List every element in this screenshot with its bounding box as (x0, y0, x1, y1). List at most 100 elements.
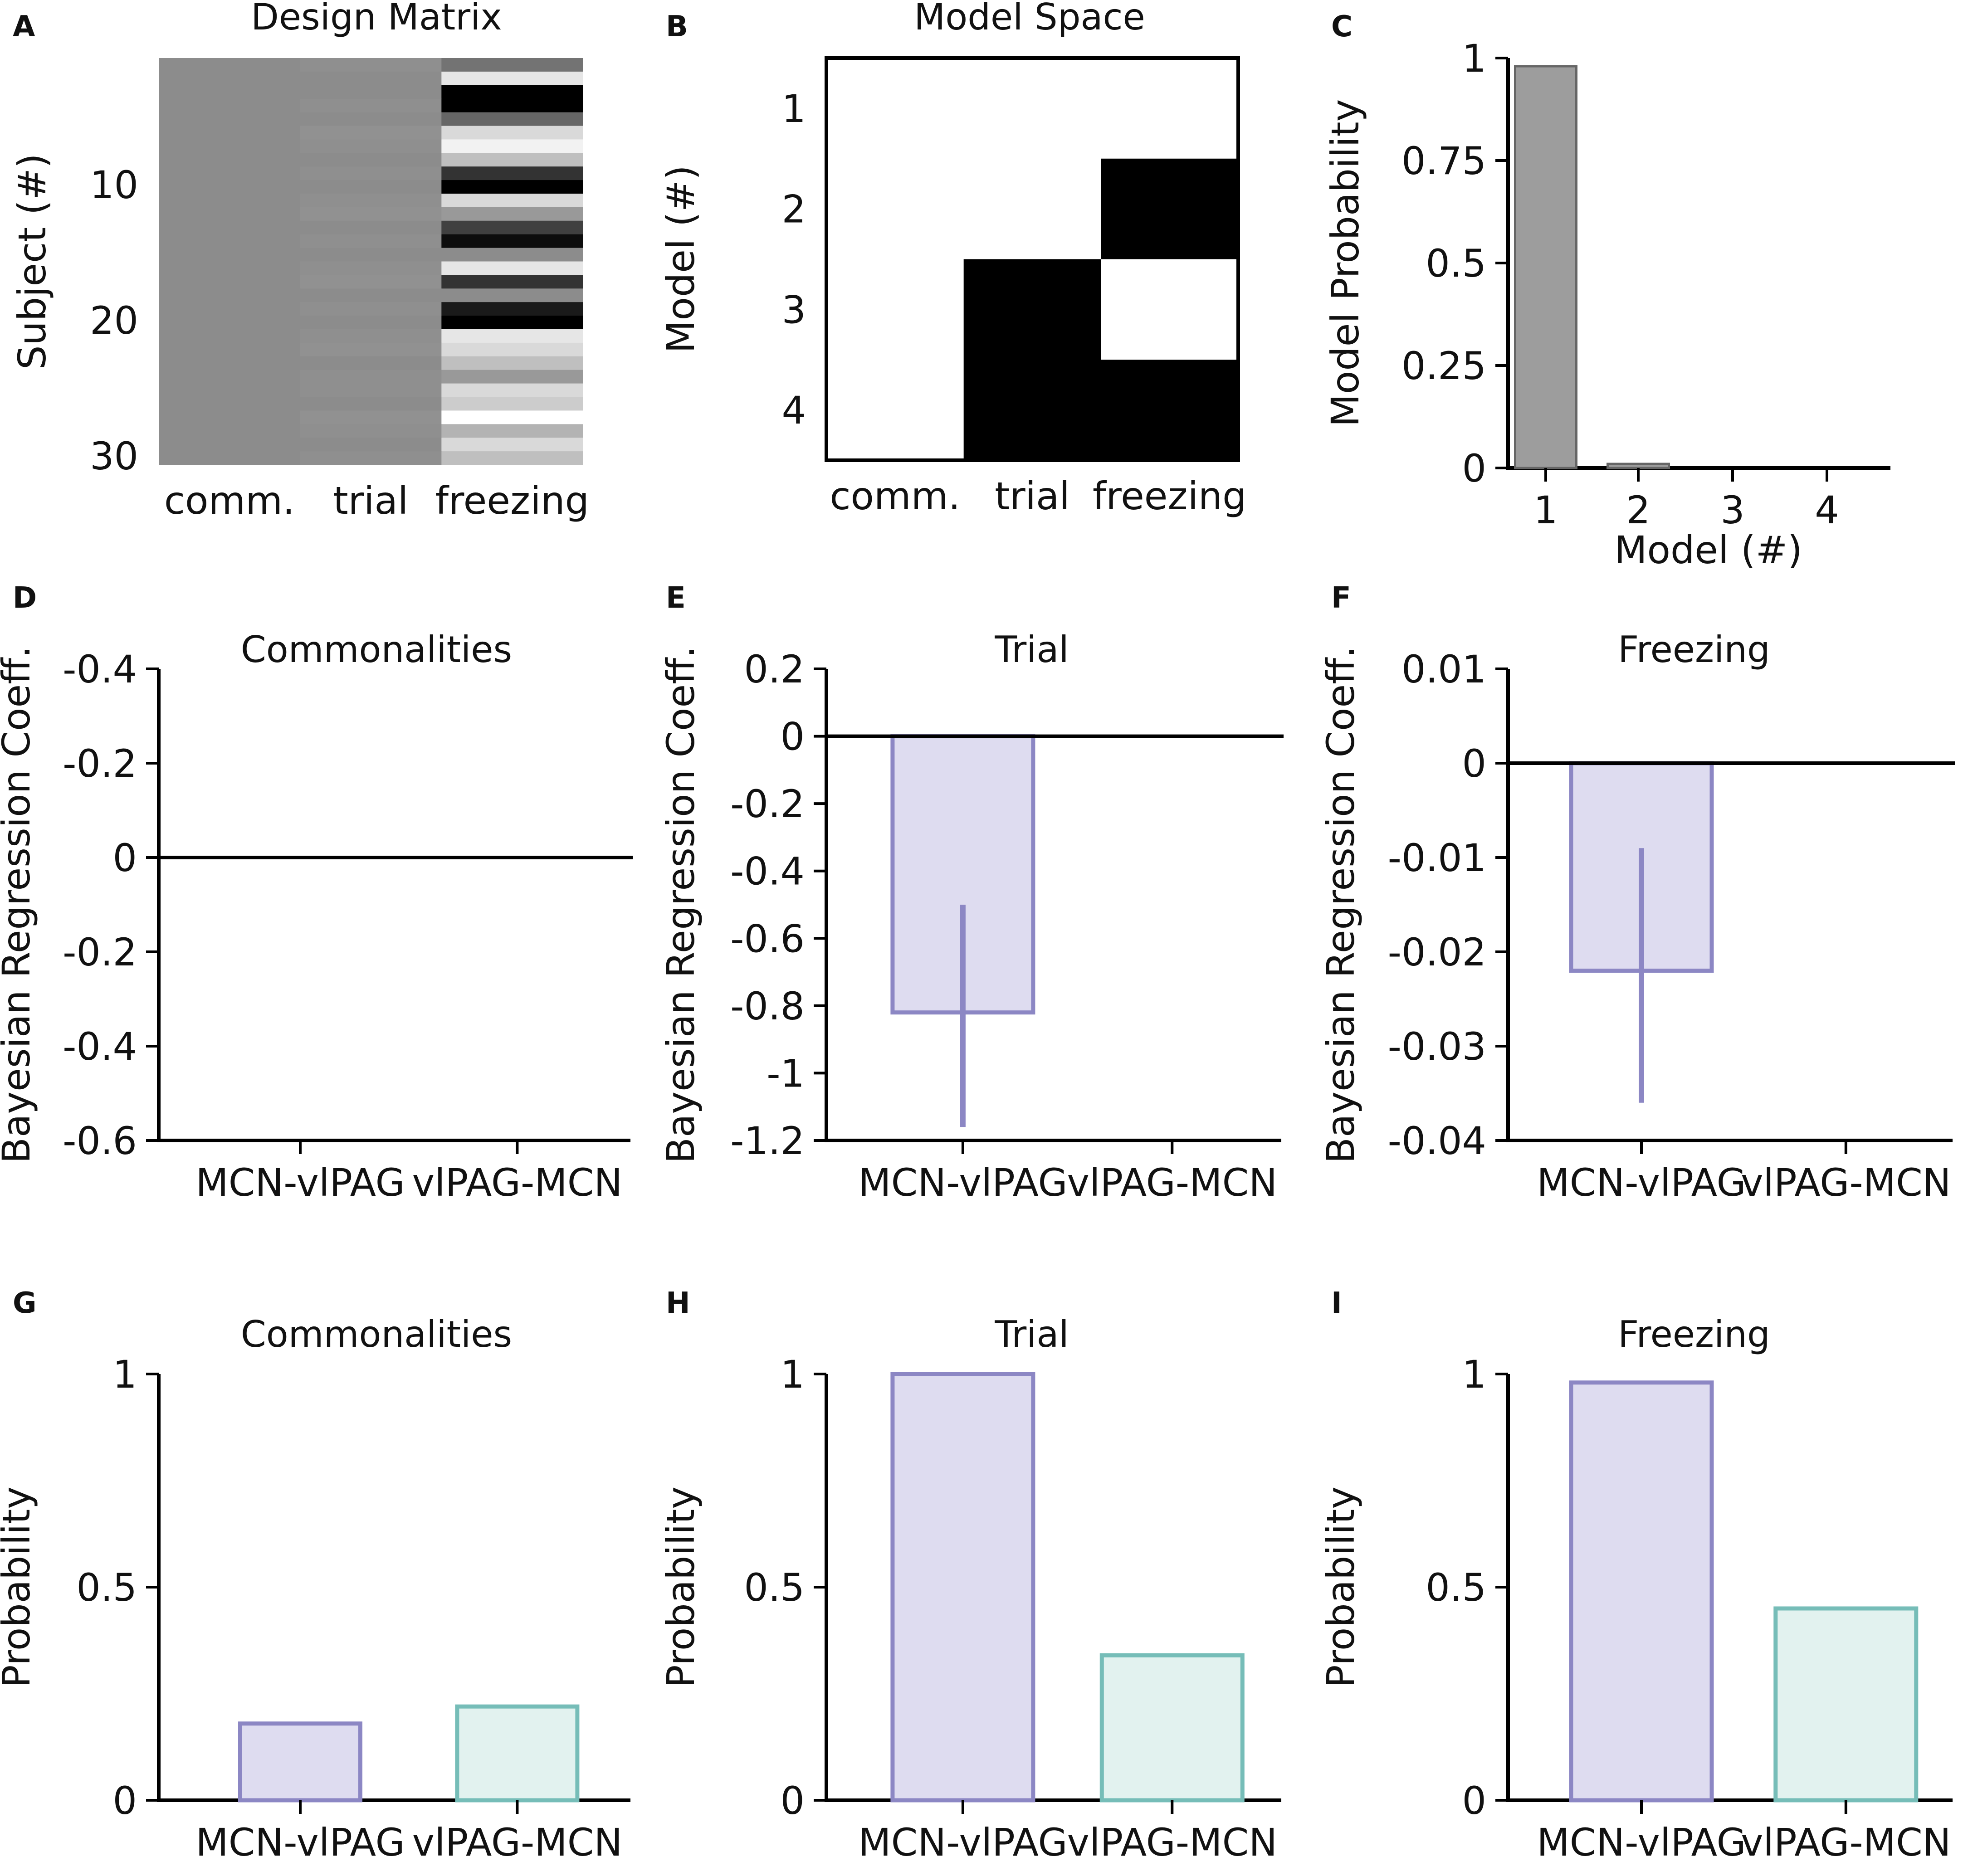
y-tick-label: -0.02 (1388, 930, 1486, 975)
x-tick-label: MCN-vlPAG (858, 1160, 1067, 1205)
heatmap-cell (441, 85, 583, 99)
heatmap-cell (159, 126, 301, 140)
heatmap-cell (300, 424, 442, 438)
bar (238, 1721, 362, 1803)
x-tick-label: MCN-vlPAG (1537, 1820, 1746, 1865)
heatmap-cell (441, 126, 583, 140)
heatmap-cell (441, 180, 583, 194)
heatmap-cell (441, 98, 583, 113)
panel-label: D (13, 581, 37, 615)
y-tick-label: 0.25 (1401, 344, 1486, 388)
heatmap-cell (300, 85, 442, 99)
heatmap-cell (441, 370, 583, 384)
heatmap-cell (159, 288, 301, 302)
heatmap-cell (300, 220, 442, 235)
bar (1773, 1606, 1919, 1803)
heatmap-cell (159, 153, 301, 167)
y-tick-label: -0.2 (730, 782, 805, 826)
y-tick-label: 10 (90, 163, 138, 207)
panel-label: C (1331, 10, 1353, 44)
heatmap-cell (441, 220, 583, 235)
y-tick-label: 0.5 (76, 1565, 137, 1610)
heatmap-cell (159, 451, 301, 465)
heatmap-cells (826, 58, 1239, 461)
heatmap-cell (441, 451, 583, 465)
panel-label: F (1331, 581, 1351, 615)
heatmap-cell (441, 112, 583, 126)
heatmap-cell (159, 139, 301, 153)
heatmap-cell (300, 383, 442, 397)
heatmap-cell (441, 58, 583, 72)
heatmap-cell (300, 234, 442, 249)
heatmap-cell (300, 207, 442, 221)
heatmap-cell (159, 58, 301, 72)
heatmap-cell (441, 302, 583, 316)
heatmap-cell (159, 410, 301, 424)
y-tick-label: 0 (781, 715, 805, 759)
heatmap-cell (441, 166, 583, 180)
heatmap-cell (300, 153, 442, 167)
y-tick-label: 0 (113, 836, 137, 880)
y-tick-label: 0.5 (1426, 1565, 1486, 1610)
x-tick-label: vlPAG-MCN (1067, 1160, 1277, 1205)
heatmap-cell (300, 451, 442, 465)
x-tick-label: comm. (164, 478, 295, 523)
heatmap-cell (300, 180, 442, 194)
heatmap-cell (826, 259, 964, 360)
y-tick-label: -0.6 (63, 1119, 137, 1163)
heatmap-cell (826, 58, 964, 159)
x-axis-label: Model (#) (1614, 528, 1802, 572)
heatmap-cell (159, 85, 301, 99)
y-tick-label: 30 (90, 434, 138, 478)
chart-title: Commonalities (241, 629, 512, 671)
heatmap-cell (300, 356, 442, 370)
heatmap-cell (300, 275, 442, 289)
y-axis-label: Subject (#) (10, 153, 54, 370)
heatmap-cell (159, 370, 301, 384)
heatmap-cell (300, 342, 442, 357)
heatmap-cells (159, 58, 583, 465)
y-tick-label: -0.01 (1388, 836, 1486, 880)
heatmap-cell (159, 424, 301, 438)
heatmap-cell (1101, 259, 1239, 360)
panel-a: A Design Matrix comm. trial freezing 10 20 30 Su… (10, 0, 589, 523)
y-tick-label: -0.8 (730, 984, 805, 1028)
heatmap-cell (159, 234, 301, 249)
y-tick-label: 0.5 (1426, 241, 1486, 286)
heatmap-cell (441, 261, 583, 275)
heatmap-cell (300, 166, 442, 180)
heatmap-cell (300, 302, 442, 316)
panel-d: D -0.4 -0.2 0 -0.2 -0.4 -0.6 MCN-vlPAG vlPAG-MCN… (0, 581, 633, 1205)
heatmap-cell (159, 248, 301, 262)
x-tick-label: vlPAG-MCN (1741, 1820, 1951, 1865)
panel-g: G 0 0.5 1 MCN-vlPAG vlPAG-MCN Commonalities Pro… (0, 1286, 630, 1865)
x-tick-label: trial (333, 478, 409, 523)
panel-label: I (1331, 1286, 1342, 1320)
y-axis-label: Model Probability (1323, 99, 1367, 427)
heatmap-cell (159, 194, 301, 208)
heatmap-cell (159, 302, 301, 316)
chart-title: Commonalities (241, 1313, 512, 1355)
heatmap-cell (1101, 58, 1239, 159)
heatmap-cell (300, 288, 442, 302)
heatmap-cell (441, 71, 583, 86)
heatmap-cell (441, 288, 583, 302)
y-axis-label: Probability (0, 1486, 39, 1688)
y-axis-label: Bayesian Regression Coeff. (1318, 646, 1363, 1163)
heatmap-cell (159, 166, 301, 180)
chart-title: Trial (994, 1313, 1069, 1355)
y-tick-label: -0.2 (63, 741, 137, 786)
heatmap-cell (159, 261, 301, 275)
y-tick-label: -0.2 (63, 930, 137, 975)
x-tick-label: 4 (1815, 488, 1839, 532)
y-tick-label: 0 (113, 1779, 137, 1823)
y-axis-label: Bayesian Regression Coeff. (0, 646, 39, 1163)
heatmap-cell (159, 180, 301, 194)
panel-b: B Model Space comm. trial freezing 1 2 3 4 Model … (659, 0, 1246, 518)
heatmap-cell (159, 383, 301, 397)
heatmap-cell (159, 207, 301, 221)
bar (1569, 1380, 1714, 1803)
heatmap-cell (300, 261, 442, 275)
x-tick-label: trial (995, 474, 1070, 518)
heatmap-cell (963, 58, 1101, 159)
